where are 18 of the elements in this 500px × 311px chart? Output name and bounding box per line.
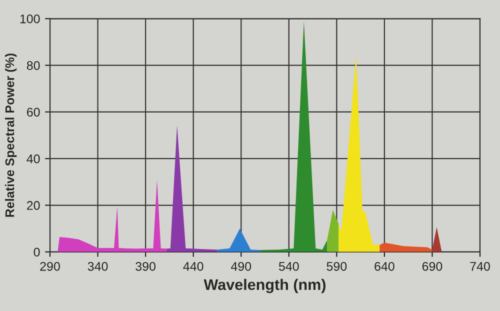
x-tick-label: 290: [40, 262, 60, 271]
x-tick-label: 590: [326, 262, 347, 271]
y-tick-label: 40: [26, 154, 40, 164]
x-tick-label: 740: [470, 262, 490, 271]
y-tick-label: 20: [27, 201, 40, 210]
x-tick-label: 640: [374, 262, 394, 271]
x-tick-label: 540: [278, 262, 299, 271]
y-tick-label: 100: [20, 14, 40, 24]
x-tick-label: 390: [136, 262, 156, 271]
x-tick-label: 440: [183, 262, 204, 271]
x-tick-label: 340: [88, 262, 108, 271]
y-tick-label: 0: [34, 248, 40, 257]
y-tick-label: 80: [26, 61, 40, 70]
x-tick-label: 490: [230, 262, 252, 271]
y-axis-title: Relative Spectral Power (%): [4, 54, 17, 217]
x-axis-title: Wavelength (nm): [204, 278, 326, 294]
x-tick-label: 690: [422, 262, 442, 271]
y-tick-label: 60: [27, 108, 40, 117]
